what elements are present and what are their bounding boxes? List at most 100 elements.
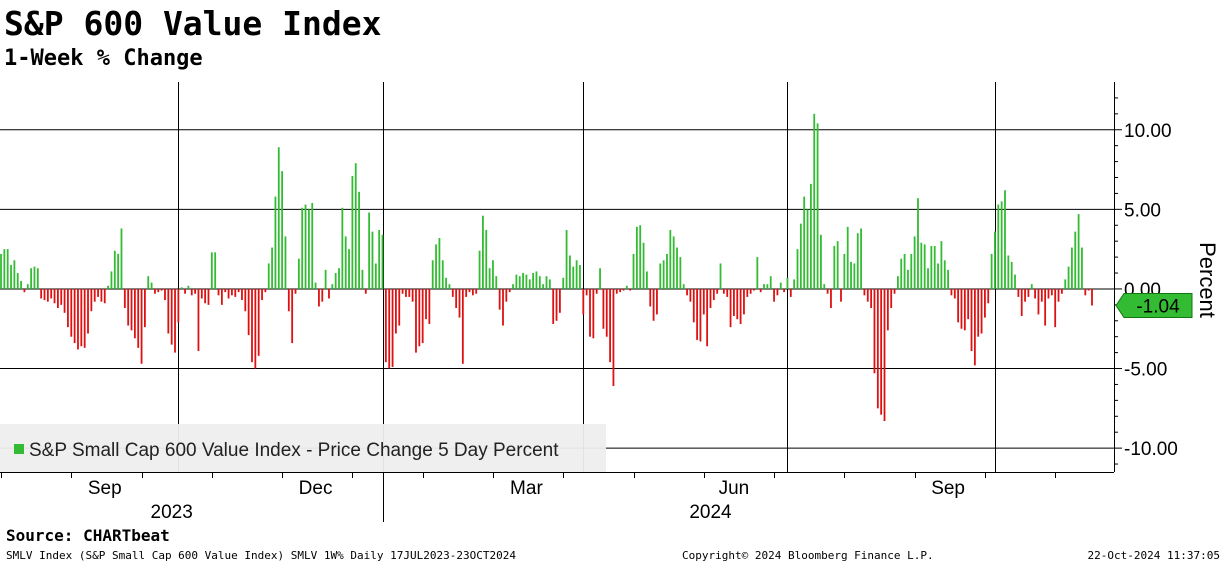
bar xyxy=(381,234,384,289)
bar xyxy=(743,288,745,315)
bar xyxy=(886,288,889,331)
bar xyxy=(595,288,598,294)
bar xyxy=(565,230,568,289)
bar xyxy=(187,285,190,289)
bar xyxy=(850,261,852,289)
bar xyxy=(257,288,260,356)
bar xyxy=(297,258,300,289)
bar xyxy=(150,282,153,289)
bar xyxy=(920,242,923,289)
bar xyxy=(853,263,856,289)
bar xyxy=(264,288,267,293)
bar xyxy=(284,236,287,289)
bar xyxy=(1004,190,1006,289)
bar xyxy=(194,288,196,294)
bar xyxy=(13,260,16,289)
bar xyxy=(783,288,786,293)
bar xyxy=(388,288,391,369)
bar xyxy=(589,288,591,337)
bar xyxy=(391,288,394,367)
bar xyxy=(957,288,960,323)
bar xyxy=(485,230,488,289)
bar xyxy=(866,288,869,302)
y-tick-label: 5.00 xyxy=(1124,200,1161,221)
bar xyxy=(759,288,762,293)
bar xyxy=(840,288,842,302)
bar xyxy=(569,255,571,289)
last-value-badge xyxy=(1115,292,1193,318)
bar xyxy=(344,236,347,289)
bar xyxy=(133,288,136,339)
bar xyxy=(726,288,729,297)
bar xyxy=(947,269,949,289)
bar xyxy=(56,288,59,309)
bar xyxy=(328,288,330,299)
bar xyxy=(722,288,725,294)
bar xyxy=(843,253,846,289)
bar xyxy=(154,288,156,294)
bar xyxy=(160,288,163,291)
bar xyxy=(910,253,913,289)
bar xyxy=(73,288,76,344)
bar xyxy=(736,288,739,320)
bar xyxy=(371,231,374,289)
bar xyxy=(411,288,414,302)
bar xyxy=(672,236,675,289)
bar xyxy=(980,288,983,334)
last-value-label: -1.04 xyxy=(1136,296,1180,317)
bar xyxy=(1027,288,1030,297)
bar xyxy=(103,288,106,304)
bar xyxy=(120,228,123,289)
bar xyxy=(699,288,702,342)
bar xyxy=(418,288,421,347)
bar xyxy=(140,288,143,364)
bar xyxy=(943,260,946,289)
bar xyxy=(190,288,193,296)
bar xyxy=(766,284,769,289)
bar xyxy=(127,288,130,326)
bar xyxy=(632,253,635,289)
bar xyxy=(241,288,243,301)
bar xyxy=(656,288,658,315)
bar xyxy=(110,271,113,289)
bar xyxy=(408,288,411,297)
bar xyxy=(428,288,431,324)
bar xyxy=(281,171,284,289)
bar xyxy=(83,288,86,348)
bar xyxy=(451,288,454,297)
bar xyxy=(696,288,698,340)
bar xyxy=(880,288,883,415)
bar xyxy=(629,288,632,291)
bar xyxy=(471,288,474,296)
bar xyxy=(876,288,879,409)
bar xyxy=(893,288,896,294)
bar xyxy=(619,288,622,293)
bar xyxy=(635,226,638,289)
bar xyxy=(515,274,518,289)
bar xyxy=(378,230,381,289)
bar xyxy=(214,252,217,289)
bar xyxy=(1034,288,1037,299)
bar xyxy=(33,266,36,289)
bar xyxy=(1050,288,1053,296)
bar xyxy=(642,242,645,289)
bar xyxy=(609,288,611,363)
bar xyxy=(809,183,812,289)
bar xyxy=(953,288,956,299)
bar xyxy=(987,288,990,304)
bar xyxy=(518,276,521,289)
bar xyxy=(970,288,973,352)
bar xyxy=(977,288,980,337)
bar xyxy=(963,288,966,331)
bar xyxy=(502,288,504,326)
bar xyxy=(1060,288,1063,294)
bar xyxy=(60,288,63,305)
bar xyxy=(0,253,2,289)
bar xyxy=(1064,279,1067,289)
bar xyxy=(816,123,819,289)
bar xyxy=(605,288,608,337)
bar xyxy=(1030,284,1033,289)
bar xyxy=(398,288,401,326)
x-tick-label: Dec xyxy=(299,478,333,499)
bar xyxy=(351,175,354,289)
